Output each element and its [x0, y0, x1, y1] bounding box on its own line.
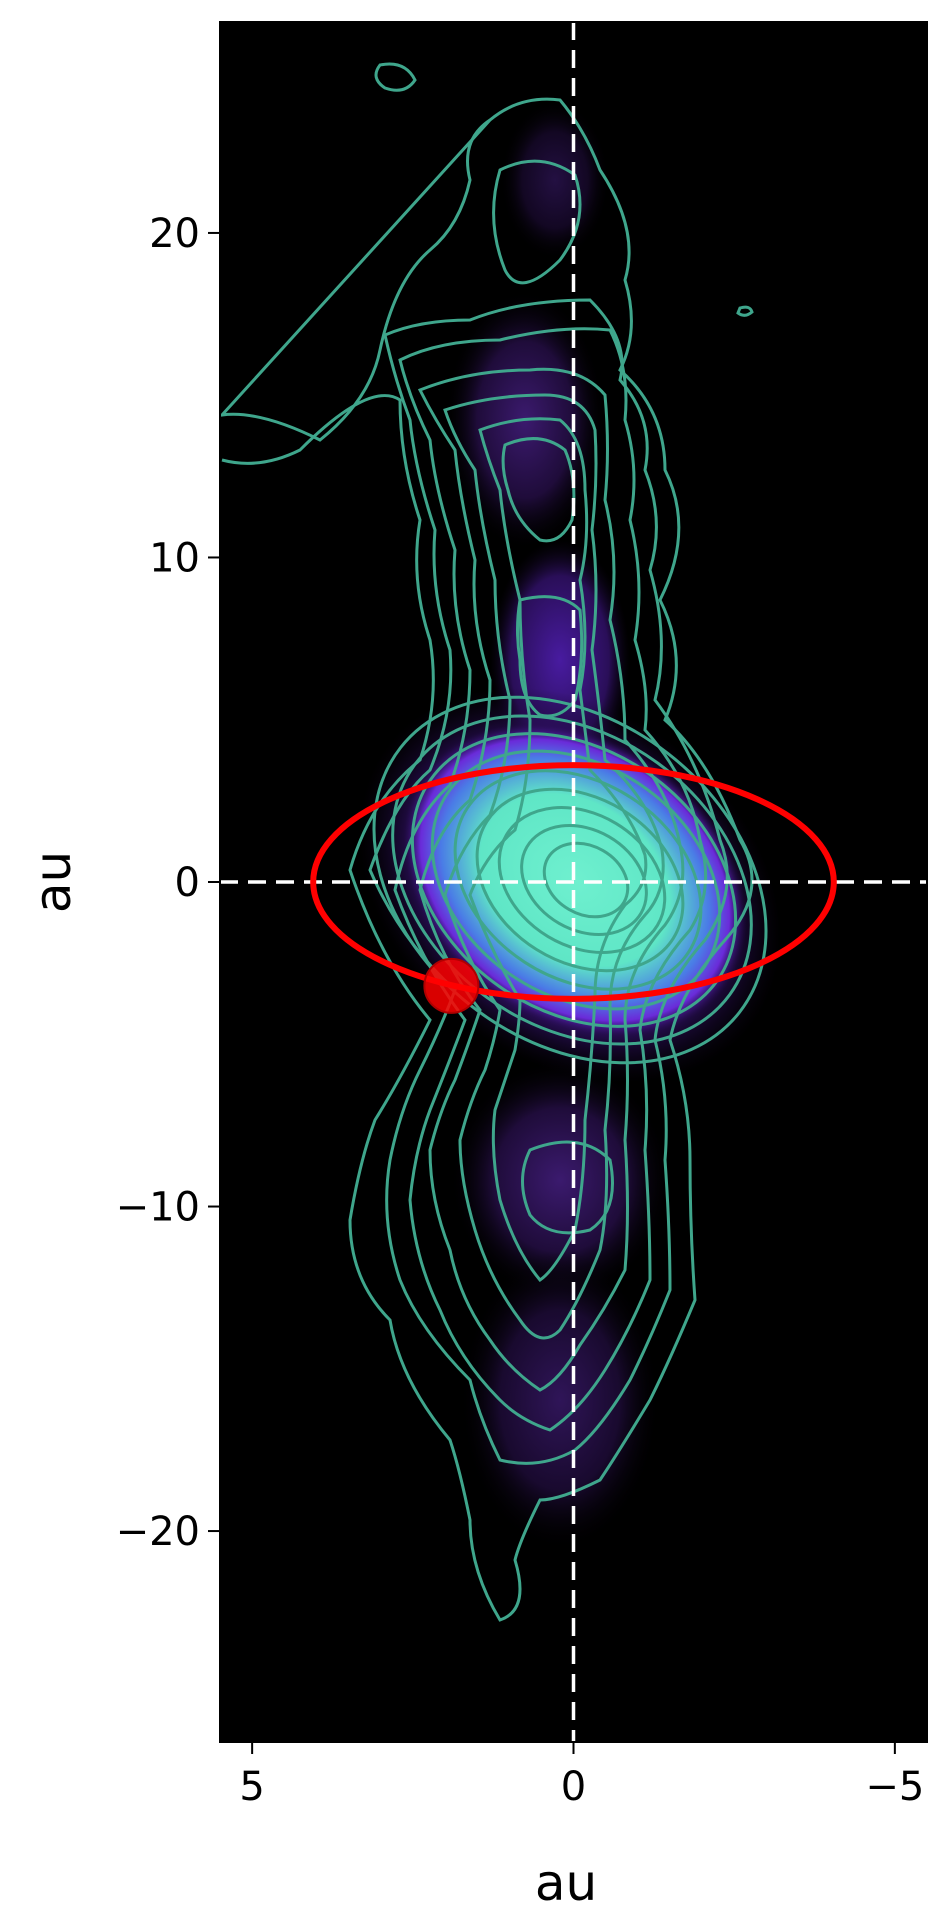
planet-marker: [423, 957, 480, 1014]
y-tick-label: −20: [116, 1509, 200, 1555]
x-axis: 5 0 −5: [239, 1742, 924, 1810]
y-axis-label: au: [24, 851, 82, 913]
image-layer: [220, 22, 927, 1742]
orbit-ellipse: [310, 762, 837, 1002]
y-tick-label: 20: [149, 211, 200, 257]
x-tick-label: 5: [239, 1764, 264, 1810]
y-tick-label: 0: [175, 860, 200, 906]
y-tick-label: 10: [149, 535, 200, 581]
y-tick-label: −10: [116, 1185, 200, 1231]
x-axis-label: au: [535, 1854, 597, 1912]
x-tick-label: −5: [865, 1764, 924, 1810]
x-tick-label: 0: [561, 1764, 586, 1810]
y-axis: 20 10 0 −10 −20: [116, 211, 220, 1555]
